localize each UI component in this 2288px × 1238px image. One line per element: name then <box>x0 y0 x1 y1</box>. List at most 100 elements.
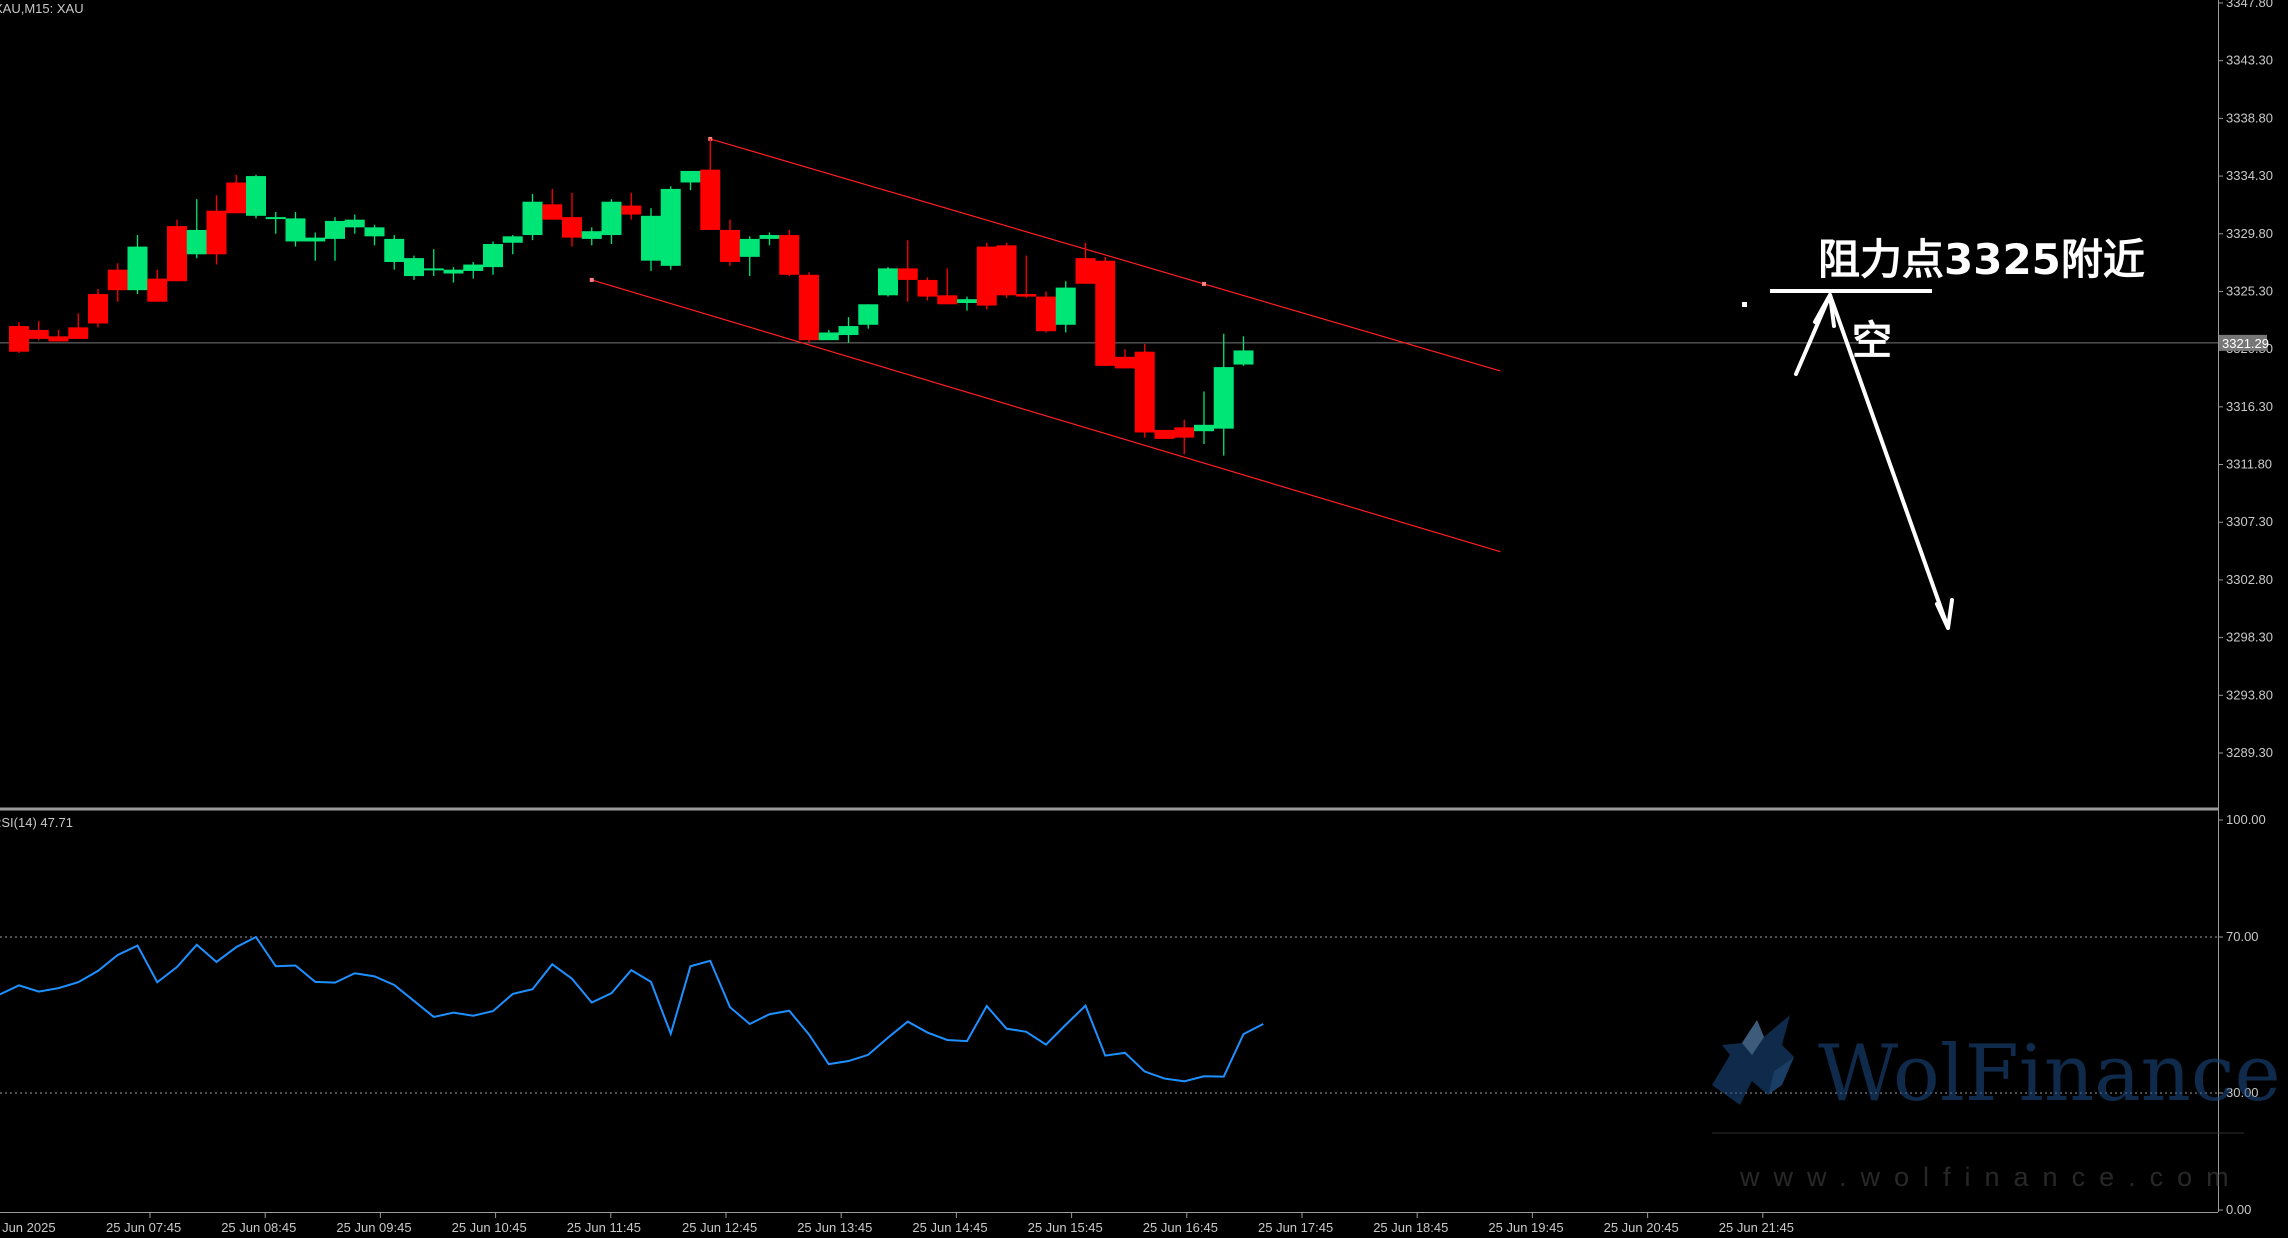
channel-upper-line[interactable] <box>710 138 1501 372</box>
candle <box>799 272 819 343</box>
candle-body <box>325 220 345 239</box>
annotation-dot <box>1742 302 1747 307</box>
time-tick-label: 25 Jun 14:45 <box>912 1220 987 1235</box>
candle-body <box>483 244 503 268</box>
candle <box>581 227 602 246</box>
candle <box>818 329 839 341</box>
price-tick-label: 3329.80 <box>2226 226 2273 241</box>
rsi-tick-label: 70.00 <box>2226 929 2259 944</box>
current-price-label: 3321.29 <box>2222 336 2269 351</box>
candle-body <box>167 226 187 282</box>
candle <box>265 211 286 234</box>
candle <box>621 192 642 220</box>
candle-body <box>878 268 898 296</box>
watermark-url: www.wolfinance.com <box>1739 1162 2243 1192</box>
candle <box>739 236 760 277</box>
time-tick-label: 25 Jun 13:45 <box>797 1220 872 1235</box>
candle <box>364 224 385 246</box>
candle <box>502 235 523 255</box>
candle-body <box>562 217 582 238</box>
rsi-axis: 100.00 70.00 30.00 0.00 <box>2218 812 2266 1217</box>
time-tick-label: 25 Jun 09:45 <box>336 1220 411 1235</box>
rsi-series <box>0 935 1264 1083</box>
candle-body <box>364 227 385 237</box>
candle-body <box>1174 427 1195 438</box>
candle <box>700 138 721 230</box>
price-tick-label: 3298.30 <box>2226 630 2273 645</box>
rsi-tick-label: 100.00 <box>2226 812 2266 827</box>
candle <box>167 219 187 282</box>
candle <box>562 192 582 247</box>
candle-body <box>818 332 839 341</box>
time-tick-label: 25 Jun 12:45 <box>682 1220 757 1235</box>
candle-body <box>700 169 721 230</box>
candle-body <box>838 326 859 336</box>
candle-body <box>739 238 760 257</box>
candle-body <box>206 210 227 255</box>
candle-body <box>601 201 622 236</box>
candle-body <box>1194 424 1214 432</box>
candle <box>1213 333 1234 456</box>
price-tick-label: 3343.30 <box>2226 53 2273 68</box>
candle-body <box>641 215 661 261</box>
candle <box>522 194 543 241</box>
channel-lower-line[interactable] <box>591 279 1501 553</box>
candle-body <box>957 299 977 303</box>
price-tick-label: 3311.80 <box>2226 457 2272 472</box>
candle-body <box>384 238 405 262</box>
rsi-tick-label: 30.00 <box>2226 1085 2259 1100</box>
candle <box>1154 429 1175 439</box>
candle <box>423 249 444 277</box>
candle <box>226 174 247 214</box>
candle <box>660 186 681 270</box>
candle <box>325 217 345 261</box>
candle-body <box>542 204 563 220</box>
candle-body <box>897 268 918 280</box>
candle-body <box>107 269 128 291</box>
candle <box>9 322 29 353</box>
candle-body <box>937 295 958 305</box>
candle-body <box>423 268 444 271</box>
time-tick-label: 25 Jun 18:45 <box>1373 1220 1448 1235</box>
candle-body <box>1016 294 1037 297</box>
time-tick-label: 25 Jun 15:45 <box>1028 1220 1103 1235</box>
candle-body <box>799 274 819 341</box>
candle <box>976 242 997 310</box>
price-axis: 3347.80 3343.30 3338.80 3334.30 3329.80 3325.… <box>2218 0 2273 760</box>
candle <box>147 269 168 302</box>
candle-body <box>1154 429 1175 439</box>
candle <box>1055 281 1076 333</box>
candle-body <box>858 304 879 325</box>
candle-body <box>720 229 740 262</box>
candle-body <box>1036 296 1056 332</box>
candle <box>127 235 148 295</box>
candle-body <box>463 264 484 271</box>
candle <box>858 304 879 329</box>
candle <box>601 199 622 245</box>
candle <box>1115 349 1135 369</box>
time-tick-label: 25 Jun 19:45 <box>1488 1220 1563 1235</box>
candle-body <box>226 182 247 214</box>
time-tick-label: 25 Jun 20:45 <box>1604 1220 1679 1235</box>
candle <box>720 219 740 266</box>
watermark: WolFinance www.wolfinance.com <box>1712 1015 2281 1192</box>
price-tick-label: 3316.30 <box>2226 399 2273 414</box>
candle-body <box>443 269 464 274</box>
candle-body <box>48 336 69 342</box>
time-tick-label: 25 Jun 16:45 <box>1143 1220 1218 1235</box>
candle-body <box>68 327 89 339</box>
candle <box>404 255 424 280</box>
channel-lower-anchor[interactable] <box>589 277 594 282</box>
candle <box>344 214 365 234</box>
candle-body <box>502 236 523 243</box>
candle <box>937 268 958 305</box>
rsi-tick-label: 0.00 <box>2226 1202 2251 1217</box>
candle-body <box>147 278 168 302</box>
candle <box>680 170 701 191</box>
resistance-text: 阻力点3325附近 <box>1818 235 2145 284</box>
candle <box>68 313 89 339</box>
channel-end-anchor[interactable] <box>1202 281 1206 286</box>
candle-body <box>1095 260 1116 366</box>
